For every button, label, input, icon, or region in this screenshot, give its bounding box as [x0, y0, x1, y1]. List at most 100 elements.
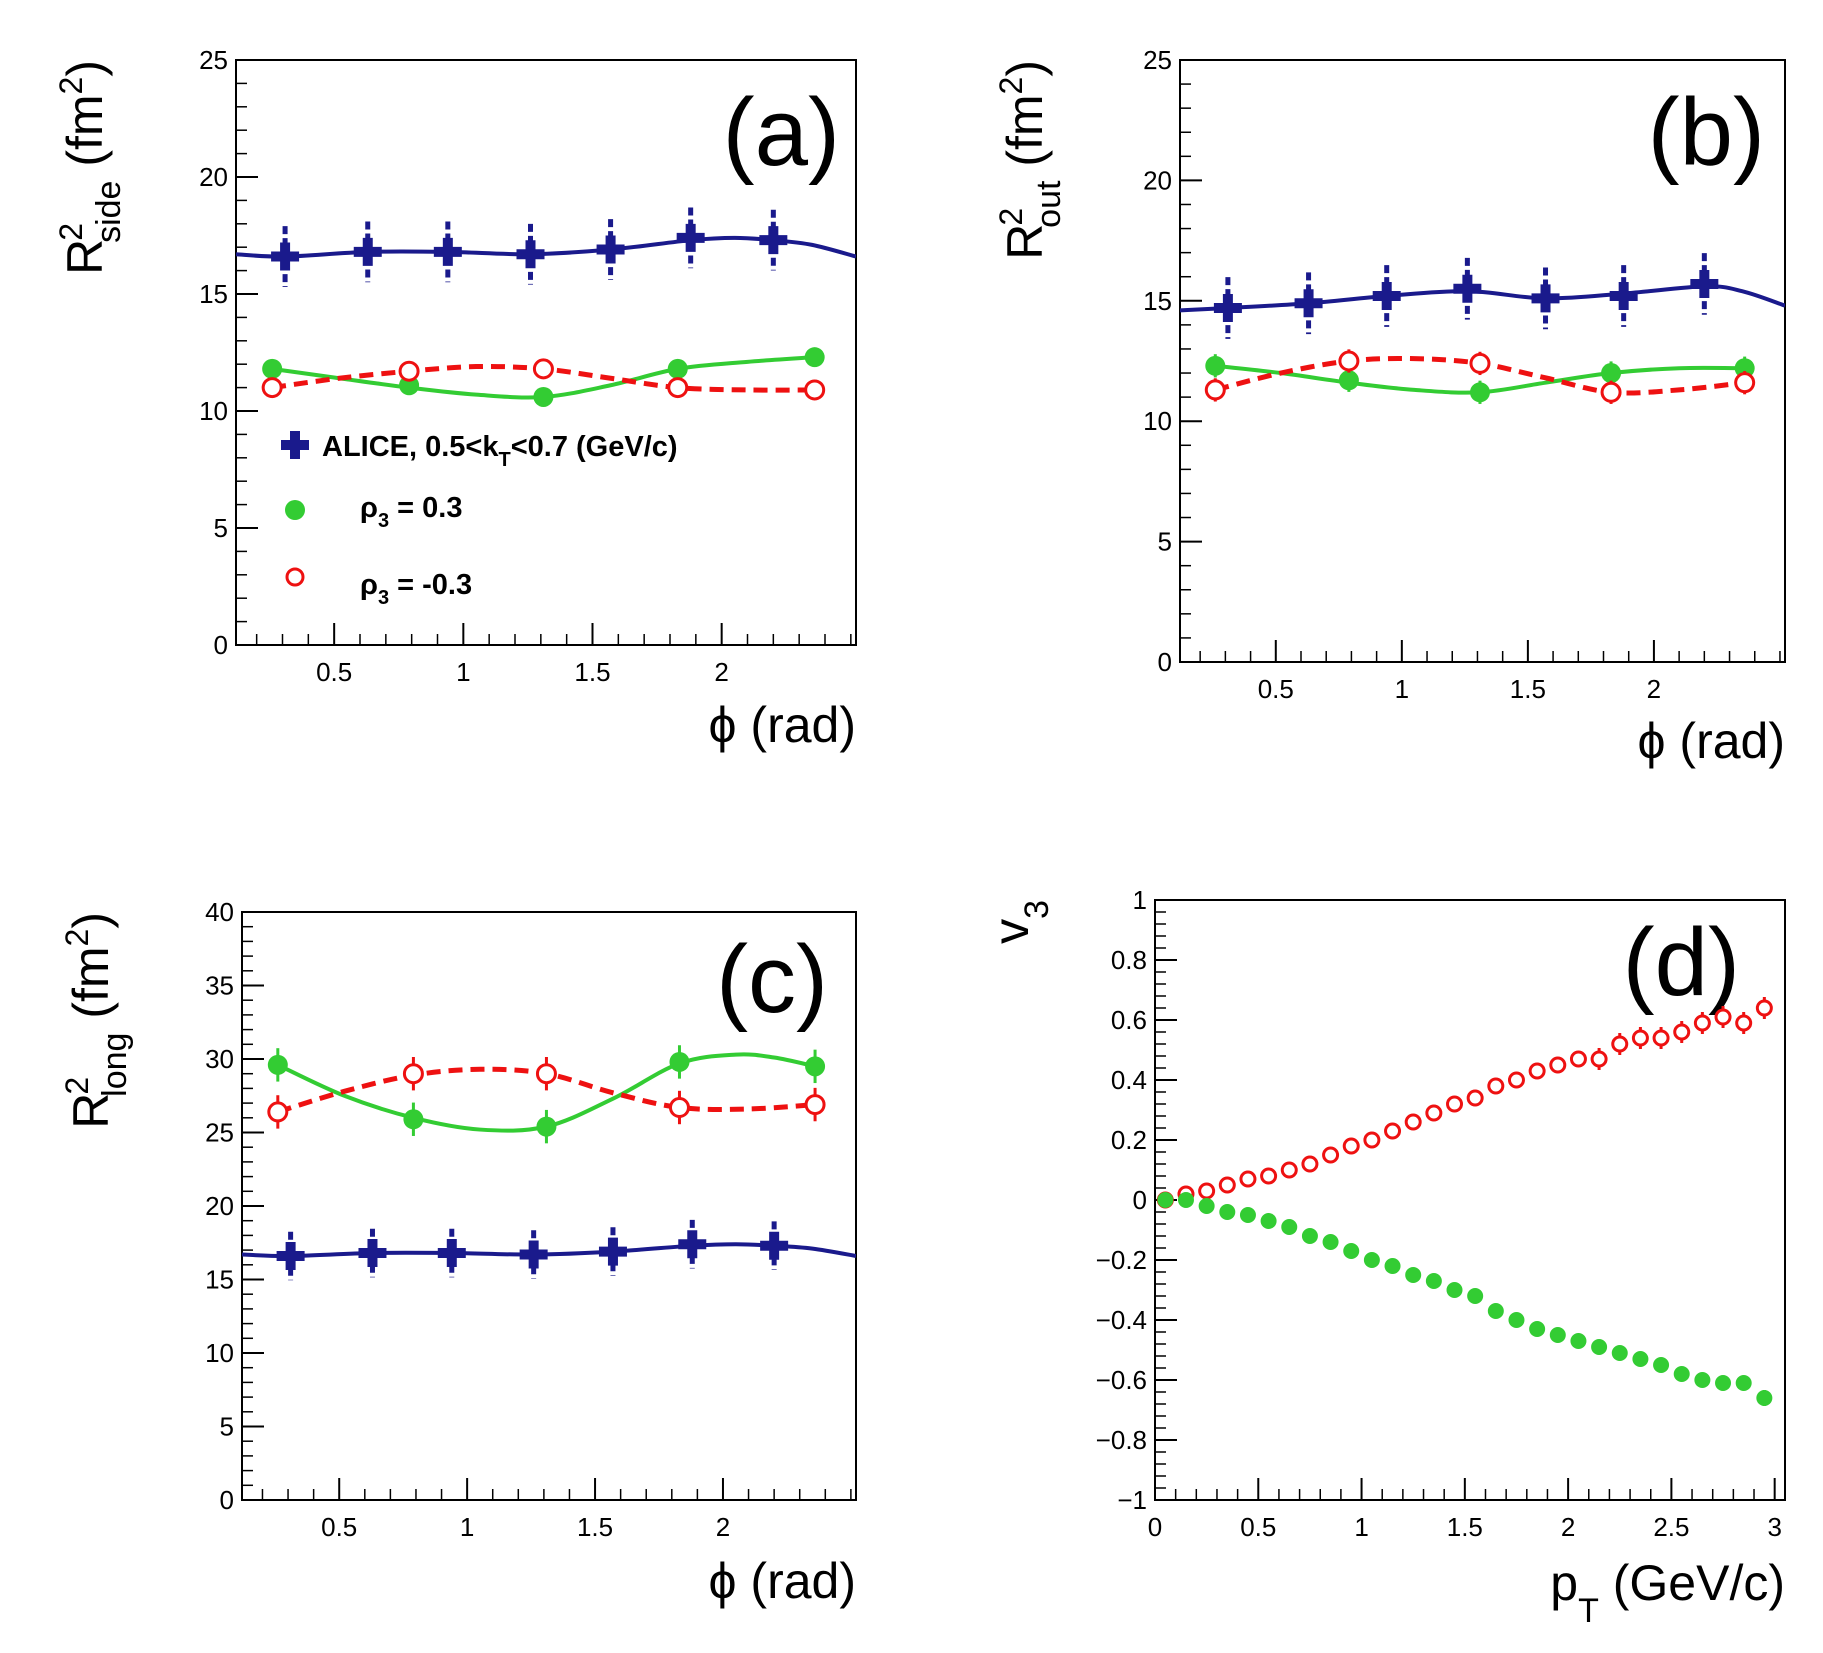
data-point	[1280, 1161, 1298, 1179]
y-tick-label: 0.4	[1111, 1065, 1147, 1095]
data-point	[676, 223, 705, 252]
data-point	[1734, 372, 1756, 394]
data-point	[1177, 1192, 1194, 1208]
legend-label: ρ3 = 0.3	[360, 492, 462, 532]
data-point	[1715, 1375, 1732, 1391]
y-tick-label: −1	[1117, 1485, 1147, 1515]
x-tick-label: 1	[456, 657, 470, 687]
y-tick-label: 40	[205, 897, 234, 927]
data-point	[1322, 1146, 1340, 1164]
x-tick-label: 0	[1148, 1512, 1162, 1542]
data-point	[1690, 269, 1719, 298]
data-point	[1384, 1122, 1402, 1140]
data-point	[760, 1231, 789, 1260]
data-point	[516, 240, 545, 269]
data-point	[1363, 1131, 1381, 1149]
y-tick-label: 10	[1143, 406, 1172, 436]
series-open-circle	[1204, 349, 1756, 404]
series-cross	[1180, 253, 1785, 339]
data-point	[1466, 1089, 1484, 1107]
data-point	[759, 226, 788, 255]
data-point	[1469, 352, 1491, 374]
y-tick-label: 15	[1143, 286, 1172, 316]
y-tick-label: 10	[205, 1338, 234, 1368]
data-point	[1714, 1008, 1732, 1026]
data-point	[1609, 281, 1638, 310]
y-tick-label: 5	[1158, 527, 1172, 557]
data-point	[398, 360, 420, 382]
data-point	[261, 377, 283, 399]
series-open-circle	[261, 358, 826, 401]
data-point	[1570, 1333, 1587, 1349]
x-tick-label: 0.5	[1258, 674, 1294, 704]
y-tick-label: 30	[205, 1044, 234, 1074]
data-point	[1239, 1170, 1257, 1188]
data-point	[533, 386, 554, 407]
x-tick-label: 2	[1647, 674, 1661, 704]
data-point	[358, 1239, 387, 1268]
data-point	[1569, 1050, 1587, 1068]
data-point	[596, 235, 625, 264]
data-point	[1301, 1155, 1319, 1173]
legend-marker	[285, 500, 305, 520]
y-tick-label: 0.8	[1111, 945, 1147, 975]
panel-label: (a)	[723, 79, 840, 186]
data-point	[1338, 350, 1360, 372]
x-tick-label: 1	[1395, 674, 1409, 704]
y-tick-label: 5	[214, 513, 228, 543]
y-tick-label: 20	[199, 162, 228, 192]
y-tick-label: −0.2	[1096, 1245, 1147, 1275]
data-point	[267, 1054, 288, 1075]
data-point	[1755, 999, 1773, 1017]
data-point	[1343, 1243, 1360, 1259]
series-cross	[242, 1219, 856, 1281]
data-point	[1632, 1351, 1649, 1367]
x-tick-label: 2	[716, 1512, 730, 1542]
x-axis-title: pT (GeV/c)	[1550, 1555, 1785, 1630]
data-point	[1322, 1234, 1339, 1250]
y-tick-label: 10	[199, 396, 228, 426]
series-cross	[236, 207, 856, 287]
x-tick-label: 1.5	[1447, 1512, 1483, 1542]
data-point	[1591, 1339, 1608, 1355]
y-tick-label: −0.6	[1096, 1365, 1147, 1395]
data-point	[1590, 1050, 1608, 1068]
data-point	[535, 1063, 557, 1085]
y-tick-label: −0.8	[1096, 1425, 1147, 1455]
data-point	[1204, 379, 1226, 401]
data-point	[1218, 1176, 1236, 1194]
data-point	[1260, 1167, 1278, 1185]
legend-entry: ρ3 = -0.3	[285, 567, 472, 609]
series-open-circle	[267, 1057, 826, 1129]
data-point	[1652, 1029, 1670, 1047]
x-tick-label: 3	[1767, 1512, 1781, 1542]
data-point	[1611, 1035, 1629, 1053]
data-point	[1528, 1062, 1546, 1080]
legend: ALICE, 0.5<kT<0.7 (GeV/c) ρ3 = 0.3 ρ3 = -0…	[281, 431, 678, 609]
x-tick-label: 1.5	[574, 657, 610, 687]
data-point	[1631, 1029, 1649, 1047]
x-axis-title: ϕ (rad)	[709, 1553, 856, 1609]
y-tick-label: 25	[1143, 45, 1172, 75]
data-point	[667, 358, 688, 379]
data-point	[1653, 1357, 1670, 1373]
data-point	[1239, 1207, 1256, 1223]
y-tick-label: 0	[1158, 647, 1172, 677]
series-curve	[276, 1052, 816, 1133]
data-point	[1487, 1303, 1504, 1319]
legend-label: ρ3 = -0.3	[360, 569, 472, 609]
data-point	[1198, 1182, 1216, 1200]
series-filled-circle	[1205, 354, 1755, 404]
data-point	[1673, 1023, 1691, 1041]
y-tick-label: 5	[220, 1412, 234, 1442]
data-point	[267, 1101, 289, 1123]
data-point	[276, 1241, 305, 1270]
y-tick-label: 0	[220, 1485, 234, 1515]
y-axis-title: R2long (fm2)	[59, 912, 134, 1129]
data-point	[669, 1051, 690, 1072]
data-point	[1453, 274, 1482, 303]
legend-marker	[285, 567, 305, 587]
x-axis-title: ϕ (rad)	[1638, 713, 1785, 769]
y-tick-label: 20	[1143, 165, 1172, 195]
